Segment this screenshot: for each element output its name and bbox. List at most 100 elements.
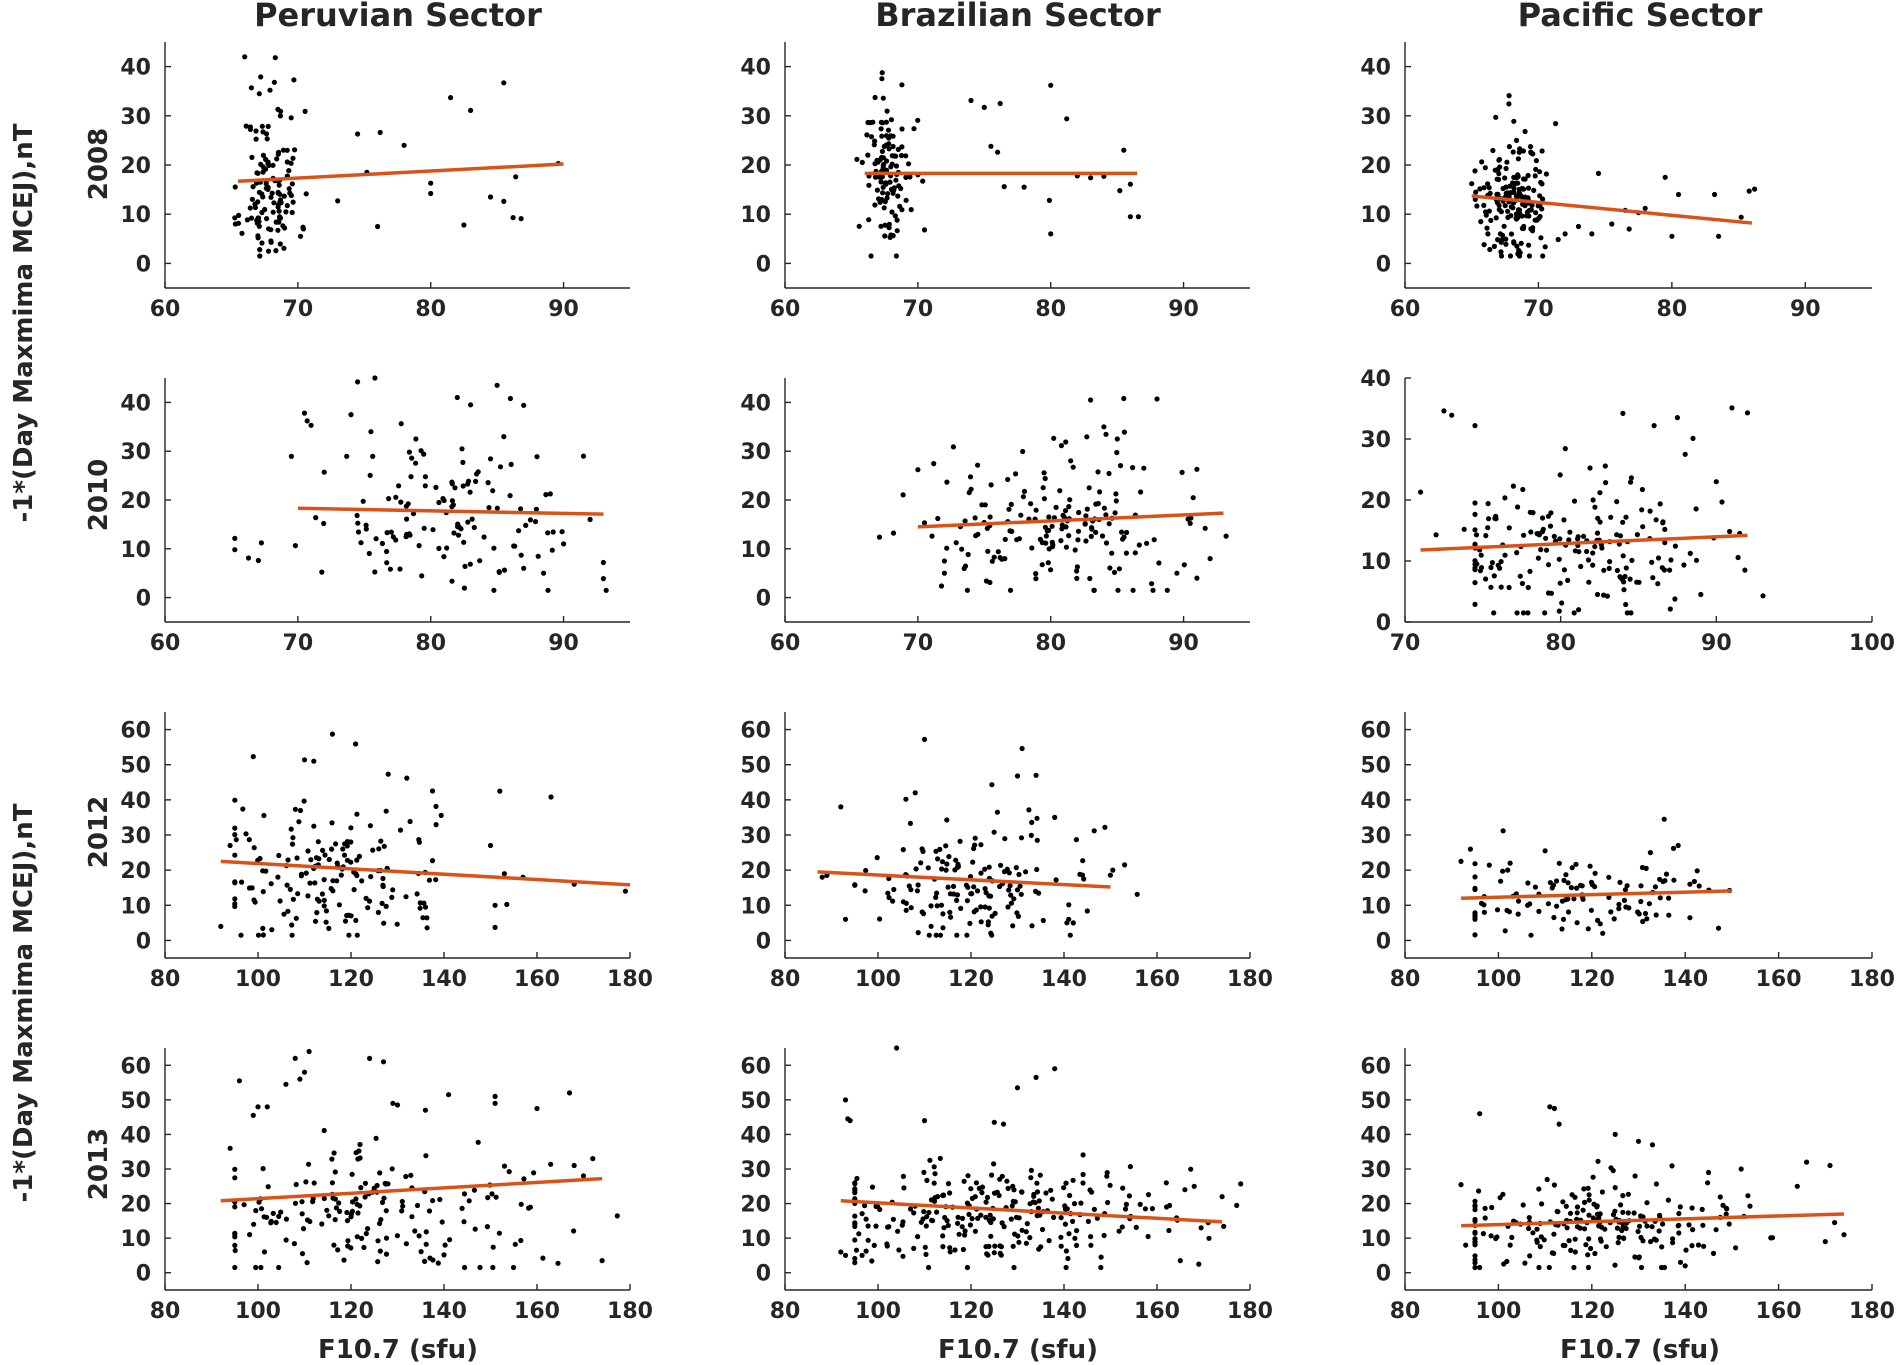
data-point bbox=[250, 1112, 256, 1118]
data-point bbox=[477, 1264, 483, 1271]
y-tick-label: 0 bbox=[136, 587, 151, 612]
data-point bbox=[1572, 1194, 1578, 1200]
data-point bbox=[1514, 610, 1520, 616]
data-point bbox=[1070, 1177, 1076, 1183]
x-tick-label: 90 bbox=[1168, 631, 1199, 656]
data-point bbox=[1130, 587, 1136, 593]
data-point bbox=[958, 905, 964, 912]
data-point bbox=[461, 1191, 468, 1197]
data-point bbox=[1603, 1244, 1609, 1250]
y-tick-label: 20 bbox=[740, 489, 771, 514]
data-point bbox=[1498, 239, 1504, 245]
data-point bbox=[1616, 906, 1622, 912]
data-point bbox=[1496, 156, 1503, 163]
data-point bbox=[923, 1251, 929, 1257]
data-point bbox=[994, 1189, 1000, 1195]
data-point bbox=[403, 1241, 409, 1247]
data-point bbox=[416, 1233, 422, 1239]
data-point bbox=[1647, 508, 1653, 514]
y-tick-label: 40 bbox=[120, 56, 151, 81]
data-point bbox=[859, 1211, 865, 1217]
data-point bbox=[1532, 884, 1538, 890]
data-point bbox=[321, 469, 327, 475]
data-point bbox=[1572, 1236, 1578, 1242]
data-point bbox=[1124, 529, 1130, 536]
data-point bbox=[1103, 540, 1110, 546]
data-point bbox=[886, 135, 892, 141]
data-point bbox=[288, 826, 294, 832]
data-point bbox=[492, 924, 498, 931]
data-point bbox=[1109, 550, 1115, 556]
data-point bbox=[1016, 1239, 1022, 1245]
data-point bbox=[433, 484, 439, 490]
data-point bbox=[1687, 915, 1693, 921]
data-point bbox=[1515, 173, 1521, 180]
data-point bbox=[1542, 610, 1548, 616]
x-tick-label: 80 bbox=[1035, 297, 1066, 322]
data-point bbox=[989, 782, 995, 788]
data-point bbox=[983, 1244, 989, 1250]
data-point bbox=[1472, 580, 1478, 586]
data-point bbox=[1010, 1183, 1016, 1189]
data-point bbox=[461, 222, 467, 228]
data-point bbox=[1508, 231, 1515, 237]
data-point bbox=[277, 241, 283, 247]
data-point bbox=[381, 843, 387, 849]
data-point bbox=[449, 481, 455, 487]
data-point bbox=[1501, 223, 1507, 229]
data-point bbox=[247, 205, 253, 211]
data-point bbox=[321, 897, 327, 903]
data-point bbox=[955, 1220, 961, 1226]
data-point bbox=[1472, 1264, 1478, 1271]
data-point bbox=[1023, 1240, 1029, 1246]
data-point bbox=[354, 811, 360, 817]
data-point bbox=[1515, 207, 1522, 213]
data-point bbox=[1518, 193, 1524, 199]
data-point bbox=[1094, 1215, 1100, 1221]
data-point bbox=[363, 895, 369, 902]
data-point bbox=[590, 1156, 596, 1162]
data-point bbox=[489, 1191, 495, 1197]
data-point bbox=[1592, 870, 1598, 876]
data-point bbox=[248, 85, 254, 91]
fit-line-peruvian-2012 bbox=[220, 859, 631, 887]
data-point bbox=[895, 1228, 901, 1234]
data-point bbox=[268, 238, 274, 244]
data-point bbox=[449, 498, 455, 504]
data-point bbox=[419, 573, 425, 579]
data-point bbox=[868, 253, 874, 259]
data-point bbox=[852, 1181, 858, 1187]
data-point bbox=[1527, 901, 1533, 907]
data-point bbox=[523, 522, 529, 529]
data-point bbox=[1014, 1085, 1021, 1091]
x-tick-label: 100 bbox=[855, 967, 901, 992]
data-point bbox=[1185, 516, 1191, 522]
data-point bbox=[1574, 885, 1580, 891]
data-point bbox=[1517, 573, 1523, 579]
data-point bbox=[979, 1184, 986, 1190]
data-point bbox=[390, 1100, 396, 1106]
data-point bbox=[1586, 1197, 1592, 1203]
data-point bbox=[968, 1186, 974, 1192]
data-point bbox=[968, 97, 974, 104]
data-point bbox=[1073, 1242, 1080, 1248]
data-point bbox=[264, 216, 270, 222]
data-point bbox=[1150, 587, 1156, 593]
data-point bbox=[1537, 169, 1543, 175]
data-point bbox=[838, 1249, 844, 1255]
data-point bbox=[1034, 837, 1040, 843]
data-point bbox=[1689, 1205, 1695, 1211]
data-point bbox=[286, 186, 292, 192]
data-point bbox=[1151, 537, 1157, 543]
data-point bbox=[1534, 1237, 1540, 1243]
data-point bbox=[416, 837, 422, 843]
data-point bbox=[1705, 1180, 1711, 1186]
data-point bbox=[931, 461, 937, 467]
data-point bbox=[1063, 1180, 1069, 1186]
data-point bbox=[1662, 526, 1668, 533]
data-point bbox=[1080, 1171, 1086, 1178]
data-point bbox=[1622, 887, 1628, 893]
data-point bbox=[451, 530, 457, 536]
data-point bbox=[989, 1172, 995, 1178]
